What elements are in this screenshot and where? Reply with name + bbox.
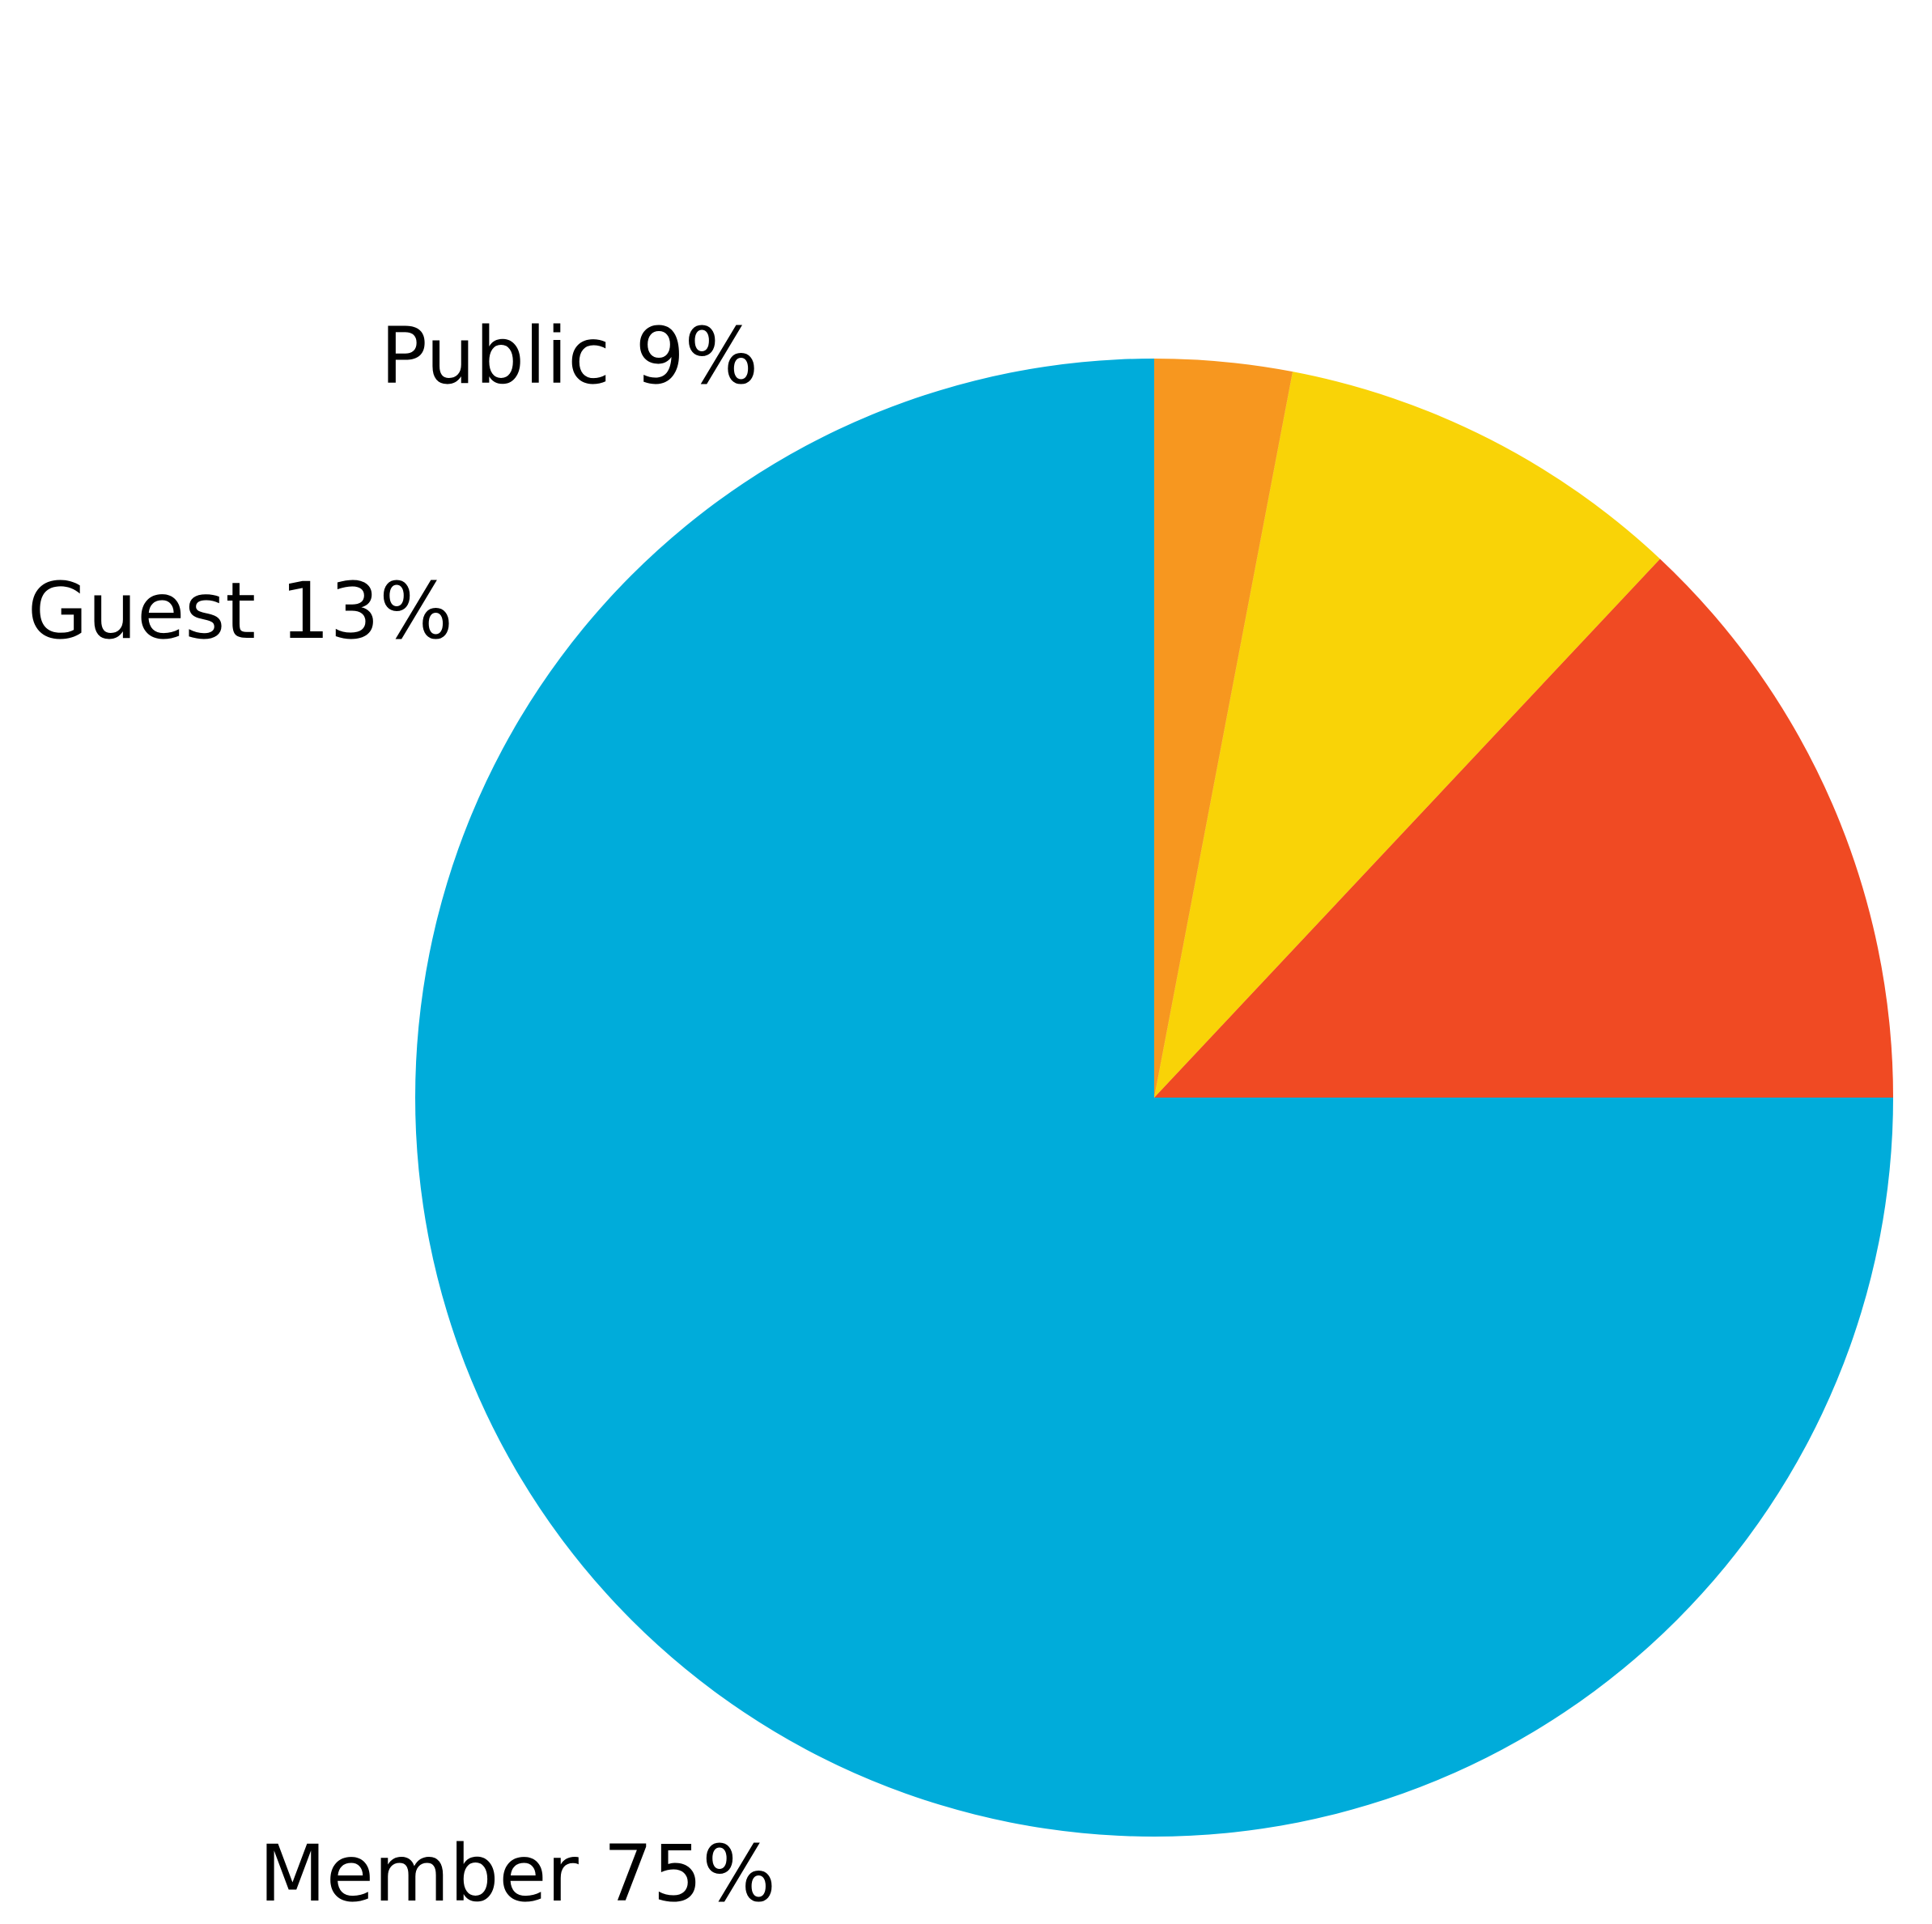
pie-slice-public xyxy=(1154,372,1660,1098)
pie-slice-guest xyxy=(1154,559,1893,1098)
pie-labels: Public 9% Guest 13% Member 75% xyxy=(28,311,776,1919)
slice-label-guest: Guest 13% xyxy=(28,566,453,656)
slice-label-member: Member 75% xyxy=(259,1828,776,1919)
pie-slices xyxy=(415,359,1893,1837)
slice-label-public: Public 9% xyxy=(380,311,758,401)
pie-slice-other xyxy=(1154,359,1293,1098)
